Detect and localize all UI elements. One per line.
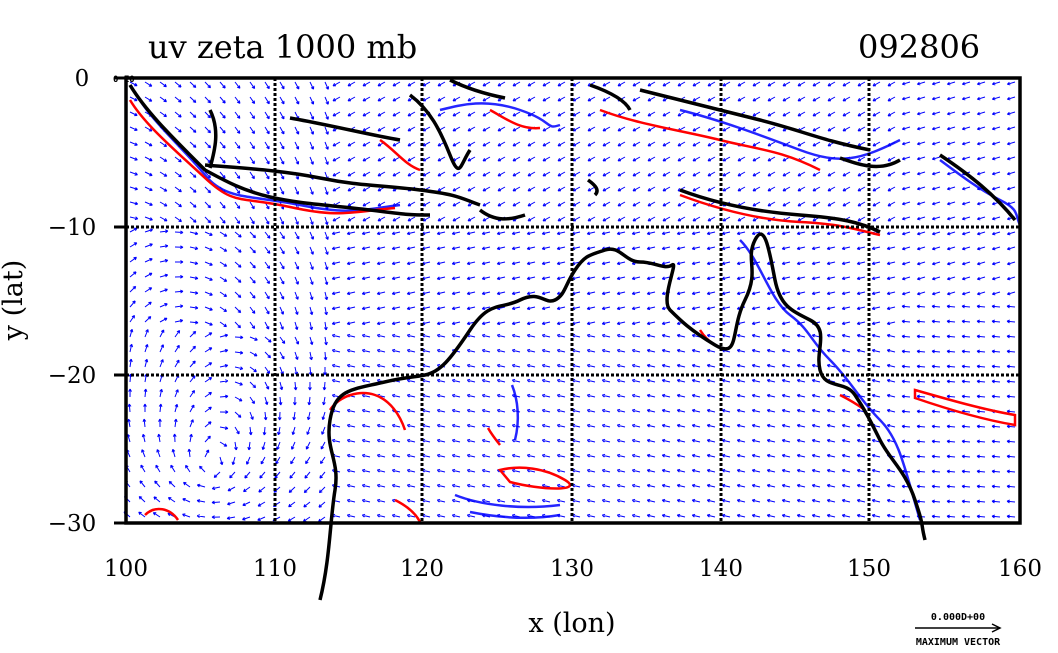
plot-frame: [124, 76, 1022, 525]
wind-vectors: [123, 81, 1016, 523]
legend-arrow-head-icon: [991, 623, 1002, 633]
timestamp-label: 092806: [858, 28, 980, 66]
x-tick-130: 130: [550, 556, 594, 582]
y-tick-0: 0: [75, 66, 90, 92]
y-tick-minus10: −10: [48, 215, 97, 241]
x-tick-120: 120: [400, 556, 444, 582]
y-axis-title: y (lat): [0, 260, 29, 342]
x-tick-100: 100: [104, 556, 148, 582]
graticule: [126, 78, 1020, 523]
x-tick-150: 150: [847, 556, 891, 582]
legend-magnitude: 0.000D+00: [931, 612, 985, 623]
corner-label: 0 E0: [113, 75, 135, 85]
legend-label: MAXIMUM VECTOR: [916, 637, 1001, 648]
x-tick-140: 140: [699, 556, 743, 582]
figure-title: uv zeta 1000 mb: [148, 28, 417, 66]
x-axis-title: x (lon): [528, 608, 615, 639]
y-tick-minus20: −20: [48, 363, 97, 389]
y-tick-minus30: −30: [48, 511, 97, 537]
x-tick-160: 160: [998, 556, 1042, 582]
coastline: [128, 78, 1017, 601]
y-tick-marks: [114, 76, 126, 525]
vector-legend: 0.000D+00 MAXIMUM VECTOR: [915, 612, 1002, 648]
wind-vector-field: [123, 81, 1016, 523]
x-tick-110: 110: [253, 556, 297, 582]
